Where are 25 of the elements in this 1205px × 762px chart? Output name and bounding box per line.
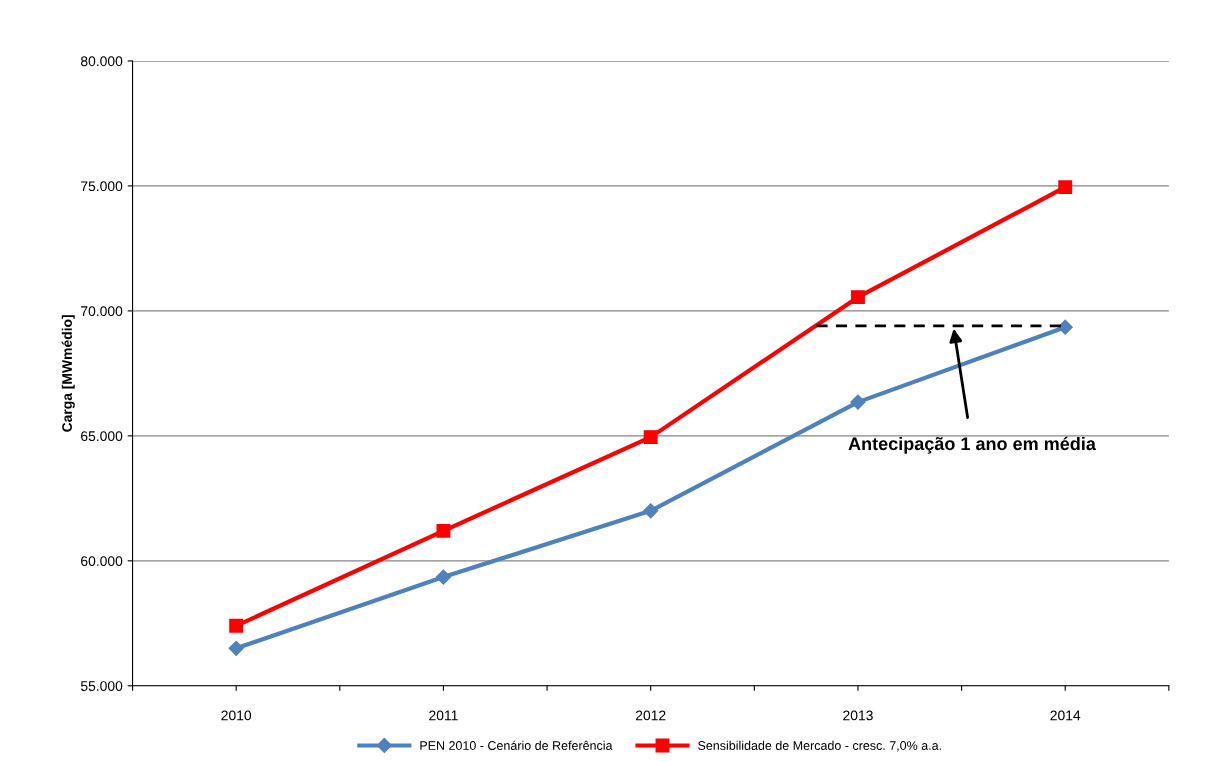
x-tick-label: 2012 [635,710,666,721]
point [643,430,658,445]
y-tick-label: 55.000 [80,681,123,691]
point [1058,180,1073,195]
x-tick-label: 2010 [221,710,252,721]
point [228,640,244,656]
y-tick-label: 65.000 [81,431,123,442]
legend-label: Sensibilidade de Mercado - cresc. 7,0% a.a. [698,740,941,752]
legend-label: PEN 2010 - Cenário de Referência [420,740,613,750]
y-axis-title: Carga [MWmédio] [61,315,75,432]
point [1057,319,1073,335]
point [851,290,865,305]
y-tick-label: 70.000 [81,306,123,317]
point [229,618,244,633]
x-tick-label: 2014 [1050,710,1081,721]
point [435,569,452,585]
point [436,523,451,538]
point [850,394,866,410]
annotation: Antecipação 1 ano em média [848,436,1096,454]
y-tick-label: 80.000 [80,56,123,67]
x-tick-label: 2011 [429,710,458,721]
y-tick-label: 60.000 [81,556,123,566]
point [643,503,659,519]
y-tick-label: 75.000 [81,181,123,192]
x-tick-label: 2013 [843,710,873,721]
